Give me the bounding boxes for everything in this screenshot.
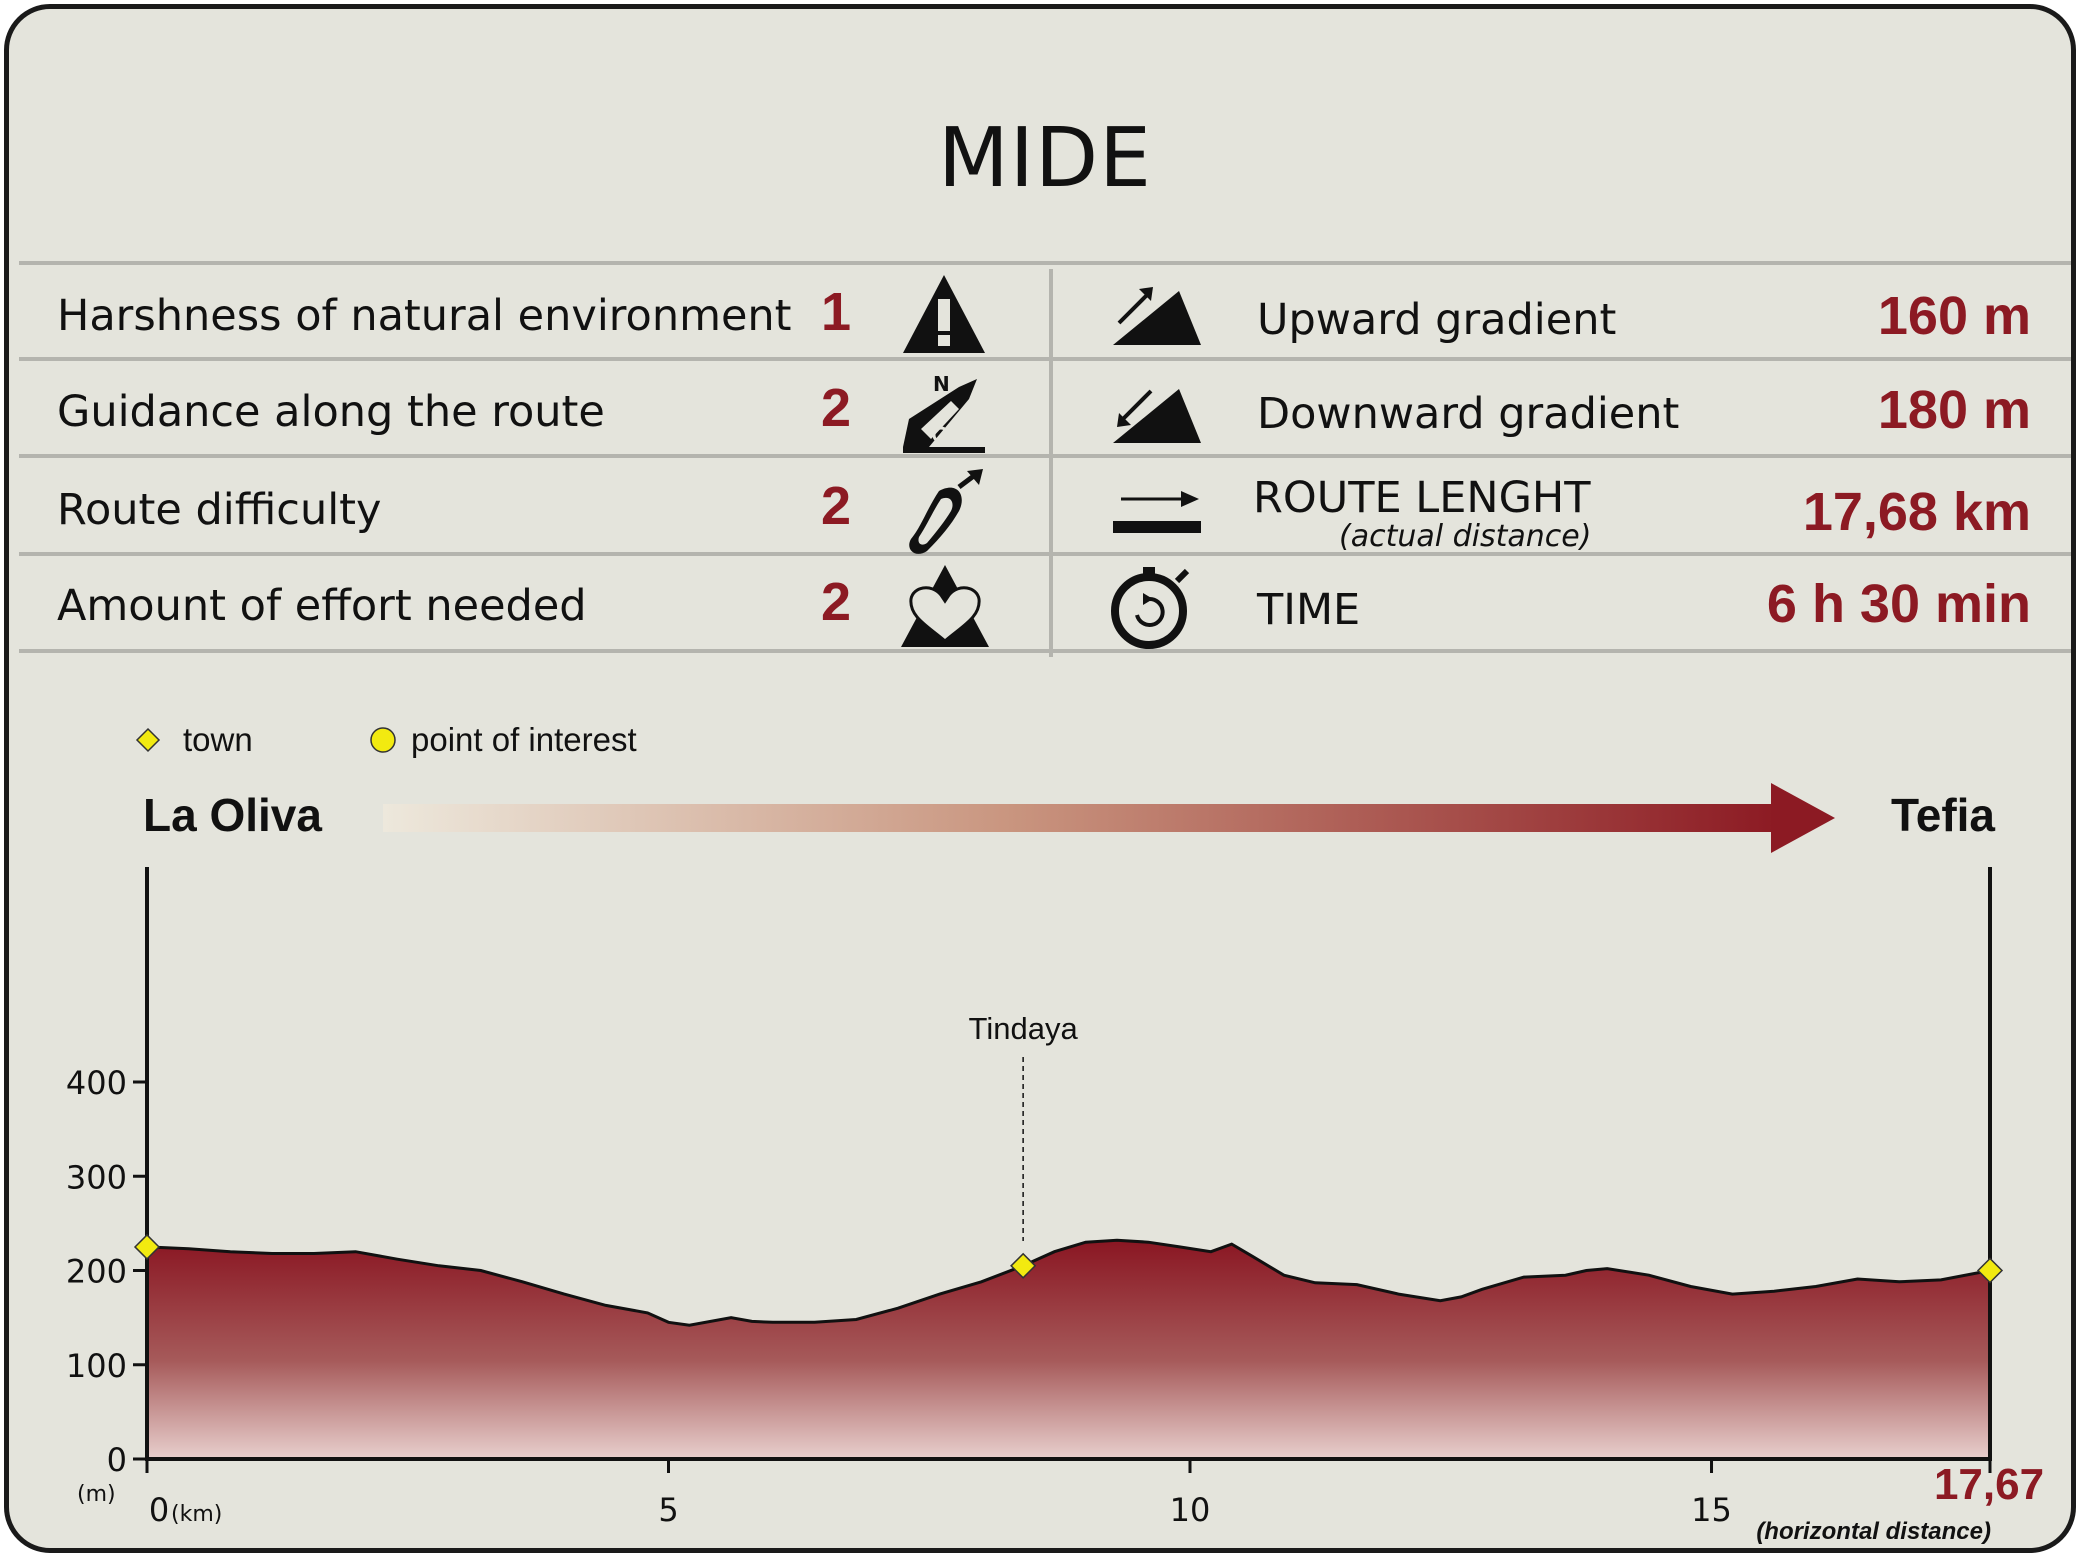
signpost-icon: N xyxy=(903,372,985,453)
x-tick-label: 15 xyxy=(1691,1491,1732,1529)
table-column-divider xyxy=(1049,269,1053,657)
legend-town-marker xyxy=(135,727,161,753)
route-length-label: ROUTE LENGHT xyxy=(1253,473,1591,523)
effort-value: 2 xyxy=(821,572,852,632)
legend-poi-label: point of interest xyxy=(411,721,637,758)
table-divider xyxy=(19,552,2071,556)
start-town-label: La Oliva xyxy=(143,789,322,841)
town-marker xyxy=(1010,1252,1037,1279)
warning-triangle-icon xyxy=(903,275,985,353)
guidance-value: 2 xyxy=(821,378,852,438)
x-tick-label: 0 xyxy=(149,1491,169,1529)
annotation-label: Tindaya xyxy=(969,1011,1079,1046)
x-tick-label: 5 xyxy=(658,1491,678,1529)
elevation-area xyxy=(147,1240,1990,1459)
y-tick-label: 100 xyxy=(66,1347,127,1385)
route-length-arrow-icon xyxy=(1113,491,1201,533)
footprint-icon xyxy=(909,469,983,554)
x-end-value: 17,67 xyxy=(1934,1460,2044,1509)
difficulty-value: 2 xyxy=(821,476,852,536)
mide-card: MIDE Harshness of natural environment 1 … xyxy=(4,4,2076,1553)
time-value: 6 h 30 min xyxy=(1766,574,2031,634)
downward-slope-icon xyxy=(1113,389,1201,443)
upward-slope-icon xyxy=(1113,287,1201,345)
direction-arrow-head xyxy=(1771,783,1835,853)
elevation-line xyxy=(146,1238,1991,1327)
downward-gradient-value: 180 m xyxy=(1877,380,2031,440)
x-unit-label: (km) xyxy=(171,1502,222,1527)
harshness-value: 1 xyxy=(821,282,852,342)
y-tick-label: 0 xyxy=(107,1441,127,1479)
upward-gradient-value: 160 m xyxy=(1877,286,2031,346)
end-town-label: Tefia xyxy=(1891,789,1995,841)
time-label: TIME xyxy=(1257,585,1361,635)
effort-label: Amount of effort needed xyxy=(57,581,587,631)
town-marker xyxy=(133,1233,161,1260)
y-tick-label: 300 xyxy=(66,1158,127,1196)
page-title: MIDE xyxy=(938,111,1152,206)
x-note-label: (horizontal distance) xyxy=(1756,1518,1991,1545)
x-tick-label: 10 xyxy=(1170,1491,1211,1529)
stopwatch-icon xyxy=(1111,567,1190,649)
y-tick-label: 200 xyxy=(66,1253,127,1291)
svg-text:N: N xyxy=(933,372,950,396)
table-divider xyxy=(19,649,2071,653)
route-length-value: 17,68 km xyxy=(1802,482,2031,542)
table-divider xyxy=(19,454,2071,458)
downward-gradient-label: Downward gradient xyxy=(1257,389,1680,439)
y-unit-label: (m) xyxy=(77,1482,116,1507)
upward-gradient-label: Upward gradient xyxy=(1257,295,1617,345)
legend-town-label: town xyxy=(183,721,253,758)
route-length-sublabel: (actual distance) xyxy=(1339,519,1592,554)
direction-arrow-shaft xyxy=(383,804,1779,832)
guidance-label: Guidance along the route xyxy=(57,387,605,437)
harshness-label: Harshness of natural environment xyxy=(57,291,792,341)
legend-poi-marker xyxy=(370,727,396,753)
town-marker xyxy=(1976,1257,2004,1284)
table-divider xyxy=(19,261,2071,265)
table-divider xyxy=(19,357,2071,361)
difficulty-label: Route difficulty xyxy=(57,485,382,535)
y-tick-label: 400 xyxy=(66,1064,127,1102)
elevation-chart: town point of interest La Oliva Tefia Ti… xyxy=(66,721,2044,1545)
heart-mountain-icon xyxy=(901,565,989,647)
